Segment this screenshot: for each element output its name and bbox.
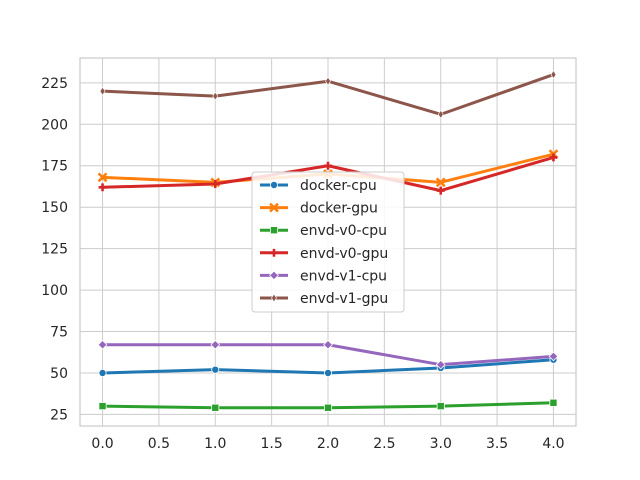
- legend-marker: [270, 248, 278, 257]
- x-tick-label: 3.5: [486, 436, 508, 452]
- data-point: [548, 351, 559, 362]
- data-point: [549, 398, 558, 407]
- data-point: [98, 368, 107, 377]
- data-point: [98, 183, 107, 192]
- y-axis-ticks: 25 50 75 100 125 150 175 200 225: [41, 76, 68, 424]
- y-tick-label: 75: [50, 325, 68, 341]
- x-tick-label: 2.0: [317, 436, 339, 452]
- legend-marker: [269, 270, 279, 281]
- legend-item: envd-v0-gpu: [260, 246, 388, 262]
- x-tick-label: 3.0: [430, 436, 452, 452]
- series-markers-envd-v1-cpu: [97, 339, 559, 370]
- x-axis-ticks: 0.0 0.5 1.0 1.5 2.0 2.5 3.0 3.5 4.0: [91, 436, 564, 452]
- data-point: [435, 359, 446, 370]
- legend-item: envd-v1-cpu: [260, 268, 387, 284]
- legend-item: envd-v0-cpu: [260, 223, 387, 239]
- series-markers-envd-v0-gpu: [98, 153, 558, 195]
- legend-marker: [269, 226, 278, 235]
- x-tick-label: 2.5: [373, 436, 395, 452]
- plot-frame: [79, 57, 577, 427]
- data-point: [436, 186, 445, 195]
- data-point: [437, 109, 444, 119]
- data-point: [325, 76, 331, 86]
- x-tick-label: 1.5: [261, 436, 283, 452]
- legend-marker: [269, 202, 279, 213]
- legend-item: docker-cpu: [260, 178, 377, 194]
- legend-label: docker-gpu: [300, 201, 378, 217]
- data-point: [550, 70, 557, 80]
- data-point: [323, 368, 332, 377]
- y-tick-label: 175: [41, 159, 68, 175]
- legend-label: envd-v0-gpu: [300, 246, 388, 262]
- legend-marker: [271, 293, 277, 303]
- legend: docker-cpu docker-gpu envd-v0-cpu envd-v0-g…: [251, 171, 405, 313]
- y-tick-label: 100: [41, 283, 68, 299]
- data-point: [323, 403, 332, 412]
- data-point: [211, 365, 220, 374]
- data-point: [549, 153, 558, 162]
- legend-item: docker-gpu: [260, 201, 378, 217]
- data-point: [211, 403, 220, 412]
- data-point: [324, 161, 332, 170]
- y-tick-label: 200: [41, 117, 68, 133]
- y-tick-label: 225: [41, 76, 68, 92]
- data-point: [97, 339, 108, 350]
- legend-box: [251, 171, 405, 313]
- series-markers-envd-v0-cpu: [98, 398, 558, 412]
- x-tick-label: 4.0: [542, 436, 564, 452]
- x-tick-label: 1.0: [204, 436, 226, 452]
- series-markers-envd-v1-gpu: [99, 70, 557, 119]
- y-tick-label: 25: [50, 407, 68, 423]
- y-tick-label: 50: [50, 366, 68, 382]
- data-point: [97, 172, 108, 183]
- data-point: [435, 177, 446, 188]
- legend-label: docker-cpu: [300, 178, 377, 194]
- legend-item: envd-v1-gpu: [260, 291, 388, 307]
- legend-label: envd-v1-gpu: [300, 291, 388, 307]
- data-point: [211, 180, 220, 188]
- data-point: [210, 339, 221, 350]
- series-markers: [97, 70, 559, 412]
- legend-label: envd-v0-cpu: [300, 223, 387, 239]
- x-tick-label: 0.0: [91, 436, 113, 452]
- x-tick-label: 0.5: [148, 436, 170, 452]
- data-point: [99, 86, 106, 96]
- y-tick-label: 150: [41, 200, 68, 216]
- data-point: [98, 402, 107, 411]
- data-point: [436, 402, 445, 411]
- legend-label: envd-v1-cpu: [300, 268, 387, 284]
- y-tick-label: 125: [41, 242, 68, 258]
- legend-marker: [269, 180, 278, 189]
- data-point: [212, 91, 219, 101]
- data-point: [323, 339, 333, 350]
